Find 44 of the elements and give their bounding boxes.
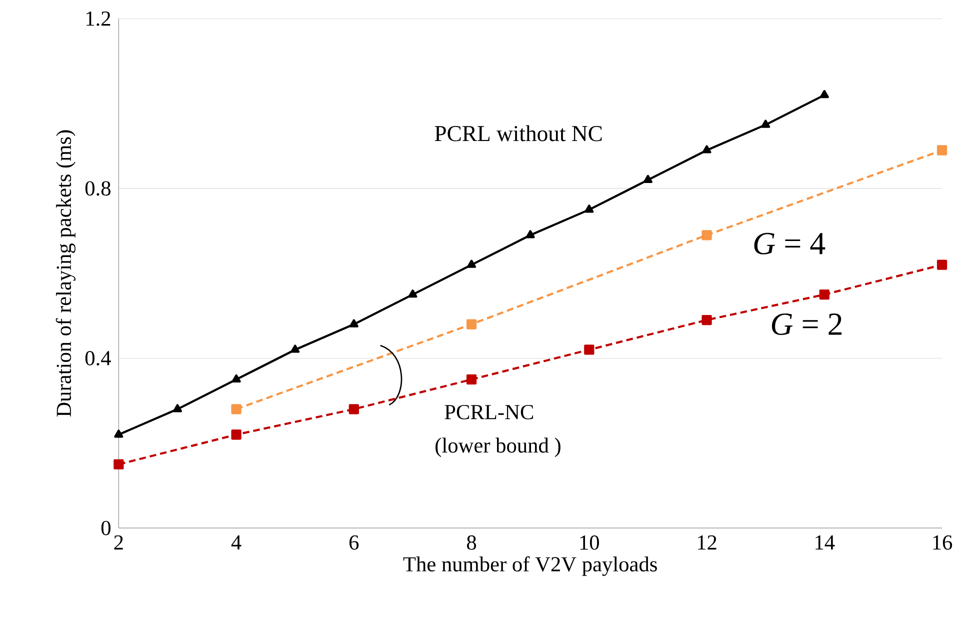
point [936,260,948,270]
x-tick-label: 16 [933,535,952,550]
point [820,90,829,98]
point [526,230,535,238]
point [702,230,712,240]
point [290,344,300,353]
point [231,404,242,414]
point [232,374,241,383]
point [702,145,712,154]
point [348,404,359,414]
text: PCRL without NC [434,125,602,142]
point [172,404,182,412]
x-tick-label: 6 [349,535,359,550]
point [114,459,124,470]
series-label: G = 2 [772,314,842,335]
x-tick-label: 12 [698,535,716,550]
point [936,145,948,156]
y-tick-label: 0.8 [85,181,110,196]
x-tick-label: 14 [816,535,835,550]
annotation: PCRL-NC [444,404,534,420]
point [643,174,652,184]
y-tick-label: 0 [101,520,110,536]
point [702,314,712,326]
point [584,204,594,213]
point [466,260,476,268]
x-tick-label: 2 [114,535,123,550]
point [349,319,358,328]
x-tick-label: 10 [580,535,599,550]
x-axis-title: The number of V2V payloads [403,556,657,576]
x-tick-label: 8 [467,535,476,550]
y-tick-label: 1.2 [86,11,110,26]
point [584,344,594,355]
annotation: (lower bound ) [436,438,560,458]
y-tick-label: 0.4 [85,350,111,366]
point [466,374,477,385]
point [819,289,830,300]
point [114,430,124,438]
series-label: G = 4 [754,232,826,254]
x-tick-label: 4 [231,535,242,550]
point [466,319,477,330]
point [231,430,242,440]
point [761,120,770,128]
point [408,289,418,298]
y-axis-title: Duration of relaying packets (ms) [56,130,76,417]
